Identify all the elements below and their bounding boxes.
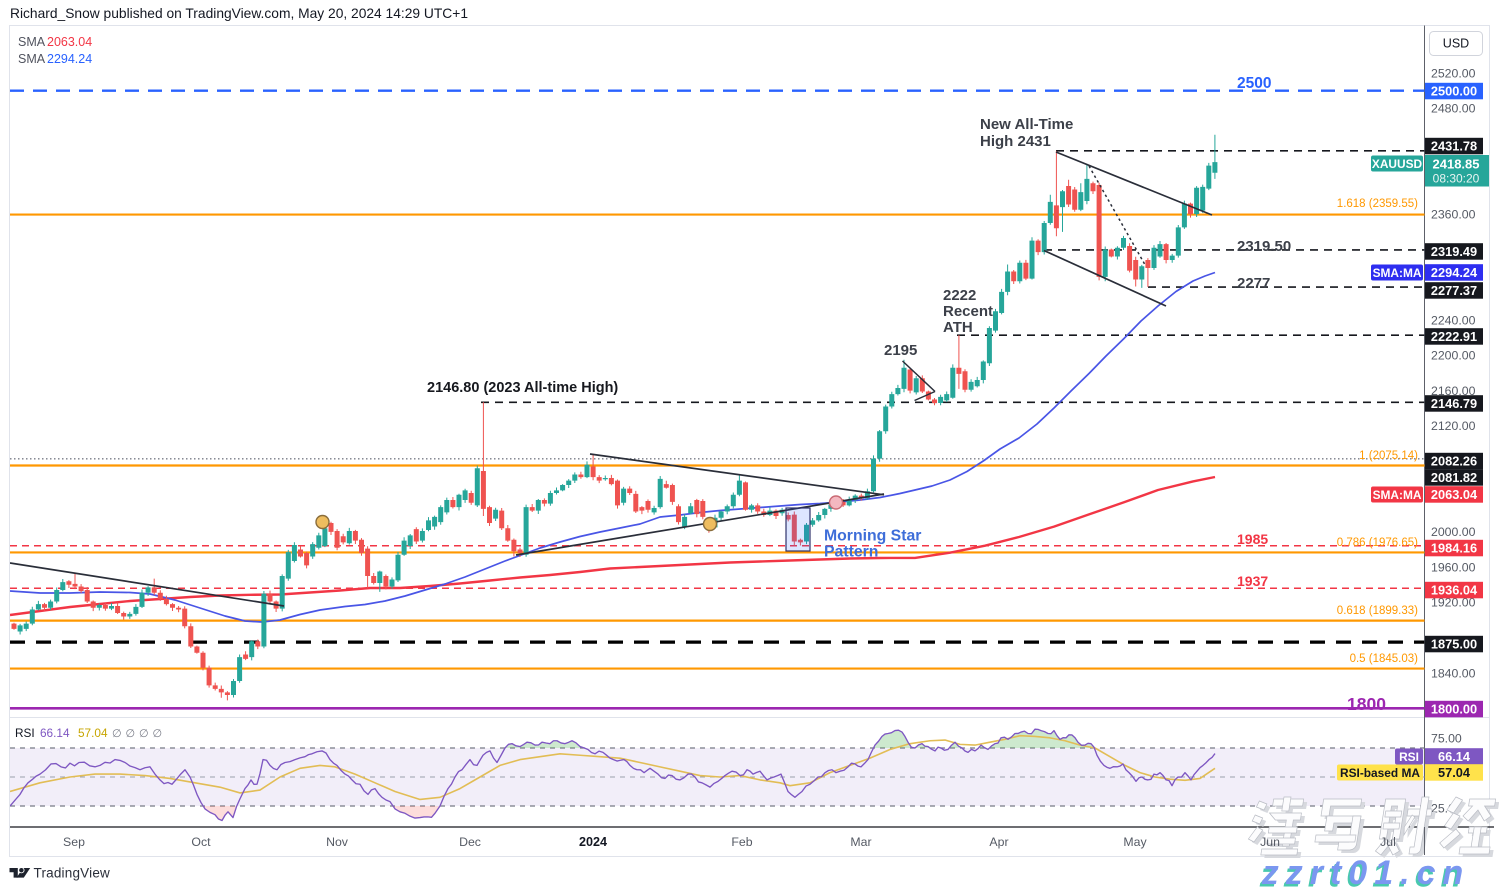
svg-text:1937: 1937	[1237, 573, 1268, 589]
svg-text:SMA: SMA	[18, 35, 46, 49]
svg-text:75.00: 75.00	[1431, 731, 1462, 745]
svg-text:2277.37: 2277.37	[1431, 283, 1477, 298]
svg-text:Richard_Snow published on Trad: Richard_Snow published on TradingView.co…	[10, 6, 468, 21]
svg-text:2360.00: 2360.00	[1431, 207, 1476, 221]
svg-text:66.14: 66.14	[40, 726, 70, 740]
svg-text:2418.85: 2418.85	[1433, 157, 1480, 172]
svg-text:Oct: Oct	[191, 835, 211, 849]
svg-text:May: May	[1123, 835, 1147, 849]
svg-text:2000.00: 2000.00	[1431, 525, 1476, 539]
svg-text:57.04: 57.04	[78, 726, 108, 740]
svg-text:0.786 (1976.65): 0.786 (1976.65)	[1337, 537, 1418, 549]
svg-text:2195: 2195	[884, 342, 917, 359]
svg-text:1984.16: 1984.16	[1431, 541, 1477, 556]
svg-text:2024: 2024	[579, 835, 607, 849]
svg-text:New All-Time: New All-Time	[980, 116, 1073, 133]
svg-text:2277: 2277	[1237, 275, 1270, 292]
svg-text:1 (2075.14): 1 (2075.14)	[1359, 450, 1418, 462]
svg-text:RSI: RSI	[1399, 750, 1419, 764]
svg-text:2500.00: 2500.00	[1431, 84, 1477, 99]
svg-text:1800.00: 1800.00	[1431, 702, 1477, 717]
svg-text:RSI: RSI	[15, 726, 35, 740]
svg-text:2480.00: 2480.00	[1431, 102, 1476, 116]
svg-text:57.04: 57.04	[1438, 765, 1471, 780]
svg-text:1840.00: 1840.00	[1431, 666, 1476, 680]
svg-text:Recent: Recent	[943, 303, 993, 320]
svg-text:2431.78: 2431.78	[1431, 139, 1477, 154]
svg-text:1875.00: 1875.00	[1431, 637, 1477, 652]
svg-text:2222: 2222	[943, 287, 976, 304]
svg-text:2319.49: 2319.49	[1431, 244, 1477, 259]
svg-text:1985: 1985	[1237, 531, 1268, 547]
svg-text:TradingView: TradingView	[34, 866, 111, 881]
svg-text:0.5 (1845.03): 0.5 (1845.03)	[1350, 653, 1419, 665]
svg-text:Dec: Dec	[459, 835, 481, 849]
svg-text:1920.00: 1920.00	[1431, 596, 1476, 610]
svg-text:2294.24: 2294.24	[1431, 265, 1478, 280]
svg-text:1800: 1800	[1347, 694, 1386, 714]
svg-text:Jul: Jul	[1380, 835, 1396, 849]
svg-text:2222.91: 2222.91	[1431, 329, 1477, 344]
svg-text:2520.00: 2520.00	[1431, 66, 1476, 80]
svg-text:Mar: Mar	[850, 835, 871, 849]
svg-text:zzrt01.cn: zzrt01.cn	[1261, 854, 1471, 891]
svg-text:2120.00: 2120.00	[1431, 419, 1476, 433]
svg-text:2146.79: 2146.79	[1431, 396, 1477, 411]
svg-text:2160.00: 2160.00	[1431, 384, 1476, 398]
svg-text:2063.04: 2063.04	[47, 35, 92, 49]
svg-text:Apr: Apr	[989, 835, 1008, 849]
svg-text:1.618 (2359.55): 1.618 (2359.55)	[1337, 198, 1418, 210]
svg-text:RSI-based MA: RSI-based MA	[1340, 766, 1420, 780]
svg-text:Morning Star: Morning Star	[824, 528, 921, 545]
svg-text:ATH: ATH	[943, 319, 973, 336]
svg-text:2082.26: 2082.26	[1431, 454, 1477, 469]
svg-text:2500: 2500	[1237, 75, 1271, 92]
svg-text:zzrt01.cn: zzrt01.cn	[1259, 857, 1469, 891]
svg-text:Sep: Sep	[63, 835, 85, 849]
svg-text:∅: ∅	[153, 728, 163, 740]
svg-text:2319.50: 2319.50	[1237, 238, 1291, 255]
svg-text:08:30:20: 08:30:20	[1433, 172, 1480, 186]
svg-text:Nov: Nov	[326, 835, 349, 849]
svg-text:∅: ∅	[139, 728, 149, 740]
svg-text:∅: ∅	[126, 728, 136, 740]
svg-text:∅: ∅	[112, 728, 122, 740]
svg-text:2294.24: 2294.24	[47, 52, 92, 66]
svg-text:Jun: Jun	[1260, 835, 1280, 849]
svg-text:USD: USD	[1443, 37, 1469, 51]
svg-text:2240.00: 2240.00	[1431, 313, 1476, 327]
svg-text:SMA: SMA	[18, 52, 46, 66]
svg-text:1936.04: 1936.04	[1431, 583, 1478, 598]
svg-text:Feb: Feb	[731, 835, 752, 849]
svg-text:2063.04: 2063.04	[1431, 487, 1478, 502]
svg-text:2200.00: 2200.00	[1431, 349, 1476, 363]
svg-text:High 2431: High 2431	[980, 133, 1051, 150]
svg-text:0.618 (1899.33): 0.618 (1899.33)	[1337, 605, 1418, 617]
svg-text:66.14: 66.14	[1438, 749, 1471, 764]
svg-text:1960.00: 1960.00	[1431, 560, 1476, 574]
svg-text:2146.80 (2023 All-time High): 2146.80 (2023 All-time High)	[427, 380, 618, 396]
svg-text:XAUUSD: XAUUSD	[1372, 157, 1423, 171]
svg-text:SMA:MA: SMA:MA	[1373, 488, 1422, 502]
svg-text:Pattern: Pattern	[824, 544, 878, 561]
svg-text:SMA:MA: SMA:MA	[1373, 266, 1422, 280]
svg-text:2081.82: 2081.82	[1431, 470, 1477, 485]
